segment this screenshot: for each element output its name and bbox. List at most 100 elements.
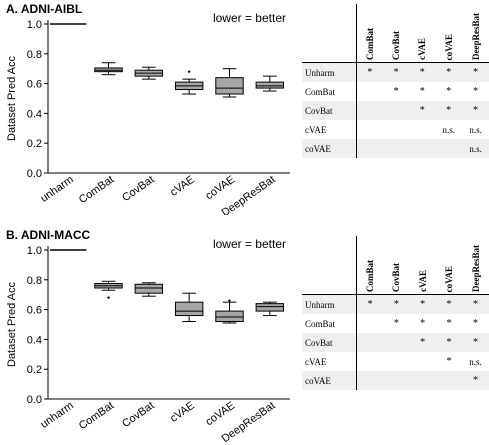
x-tick-label: ComBat [77,400,116,433]
table-row: CovBat * * * [302,101,489,120]
column-header: CovBat [383,236,410,295]
column-header-label: CovBat [391,263,402,292]
table-row: ComBat * * * * [302,314,489,333]
column-header-label: ComBat [364,28,375,60]
significance-cell [383,352,409,371]
box-deepresbat [255,75,285,92]
box-plot-adni-macc: 0.0 0.2 0.4 0.6 0.8 1.0 Dataset Pred Acc lower … [6,237,290,445]
significance-cell: * [462,371,489,390]
significance-cell: * [435,333,463,352]
column-header-label: coVAE [443,265,454,292]
outlier-point [107,296,110,299]
significance-cell: * [409,333,436,352]
row-header-label: Unharm [302,62,357,82]
significance-cell [355,120,384,139]
box-cvae [174,70,204,95]
significance-cell [355,82,384,101]
significance-cell: * [446,356,452,367]
row-header-label: CovBat [302,333,357,352]
column-header: ComBat [355,4,384,63]
y-tick-label: 0.2 [27,364,42,376]
column-header: CovBat [383,4,410,63]
box-covae [215,299,244,324]
table-row: coVAE * [302,371,489,390]
annotation-lower-better: lower = better [213,11,286,25]
y-tick-label: 0.2 [27,138,42,150]
x-tick-label: ComBat [77,174,116,207]
significance-cell: * [446,86,452,97]
box-covae [215,68,244,98]
significance-cell: * [409,101,436,120]
column-header-label: cVAE [417,270,428,292]
significance-cell [383,120,409,139]
significance-cell [355,352,384,371]
significance-cell [383,139,410,158]
table-row: CovBat * * * [302,333,489,352]
significance-cell: * [383,62,410,82]
row-header-label: Unharm [302,294,357,314]
table-corner [302,236,357,295]
row-header-label: CovBat [302,101,357,120]
significance-cell: * [355,294,384,314]
row-header-label: ComBat [305,318,336,329]
column-header: DeepResBat [462,4,489,63]
outlier-point [228,299,231,302]
box-iqr [215,77,244,95]
x-tick-label: cVAE [168,174,197,199]
column-header: DeepResBat [462,236,489,295]
row-header-label: cVAE [305,124,327,135]
y-tick-label: 0.8 [27,275,42,287]
y-tick-label: 0.0 [27,394,42,406]
column-header-label: CovBat [391,31,402,60]
y-tick-label: 0.8 [27,49,42,61]
significance-cell: * [473,318,479,329]
significance-cell: * [446,318,452,329]
panel-a-title: A. ADNI-AIBL [6,2,83,16]
y-axis-label: Dataset Pred Acc [6,282,18,367]
box-iqr [255,81,285,89]
table-row: ComBat * * * * [302,82,489,101]
significance-cell [435,371,463,390]
y-tick-label: 0.4 [27,108,42,120]
column-header-label: coVAE [443,33,454,60]
table-row: coVAE n.s. [302,139,489,158]
significance-cell [355,314,384,333]
y-axis-label: Dataset Pred Acc [6,56,18,141]
box-combat [94,62,123,76]
significance-cell: * [383,294,410,314]
x-tick-label: cVAE [168,400,197,425]
significance-cell [409,120,435,139]
significance-cell [383,371,410,390]
significance-cell [410,352,436,371]
significance-table: ComBat CovBat cVAE coVAE DeepResBat Unharm * * *… [302,236,489,390]
significance-cell: * [420,318,426,329]
column-header: coVAE [435,4,463,63]
box-covbat [134,282,164,297]
column-header: cVAE [409,4,436,63]
significance-cell [383,101,410,120]
significance-cell [355,139,384,158]
box-covbat [134,66,164,80]
significance-cell [355,371,384,390]
significance-table-adni-aibl: ComBat CovBat cVAE coVAE DeepResBat Unharm * * *… [302,4,489,158]
column-header: ComBat [355,236,384,295]
outlier-point [187,70,191,73]
table-row: cVAE n.s. n.s. [302,120,489,139]
x-tick-label: CovBat [120,400,156,431]
y-tick-label: 0.6 [27,79,42,91]
significance-cell: * [462,294,489,314]
significance-cell: n.s. [469,124,482,135]
significance-cell: * [462,333,489,352]
annotation-lower-better: lower = better [213,237,286,251]
significance-cell: n.s. [469,356,482,367]
row-header-label: cVAE [305,356,327,367]
row-header-label: ComBat [305,86,336,97]
significance-cell [409,371,436,390]
y-tick-label: 0.0 [27,168,42,180]
table-row: Unharm * * * * * [302,62,489,82]
table-row: cVAE * n.s. [302,352,489,371]
significance-cell [383,333,410,352]
significance-cell: * [355,62,384,82]
significance-table: ComBat CovBat cVAE coVAE DeepResBat Unharm * * *… [302,4,489,158]
row-header-label: coVAE [302,371,357,390]
